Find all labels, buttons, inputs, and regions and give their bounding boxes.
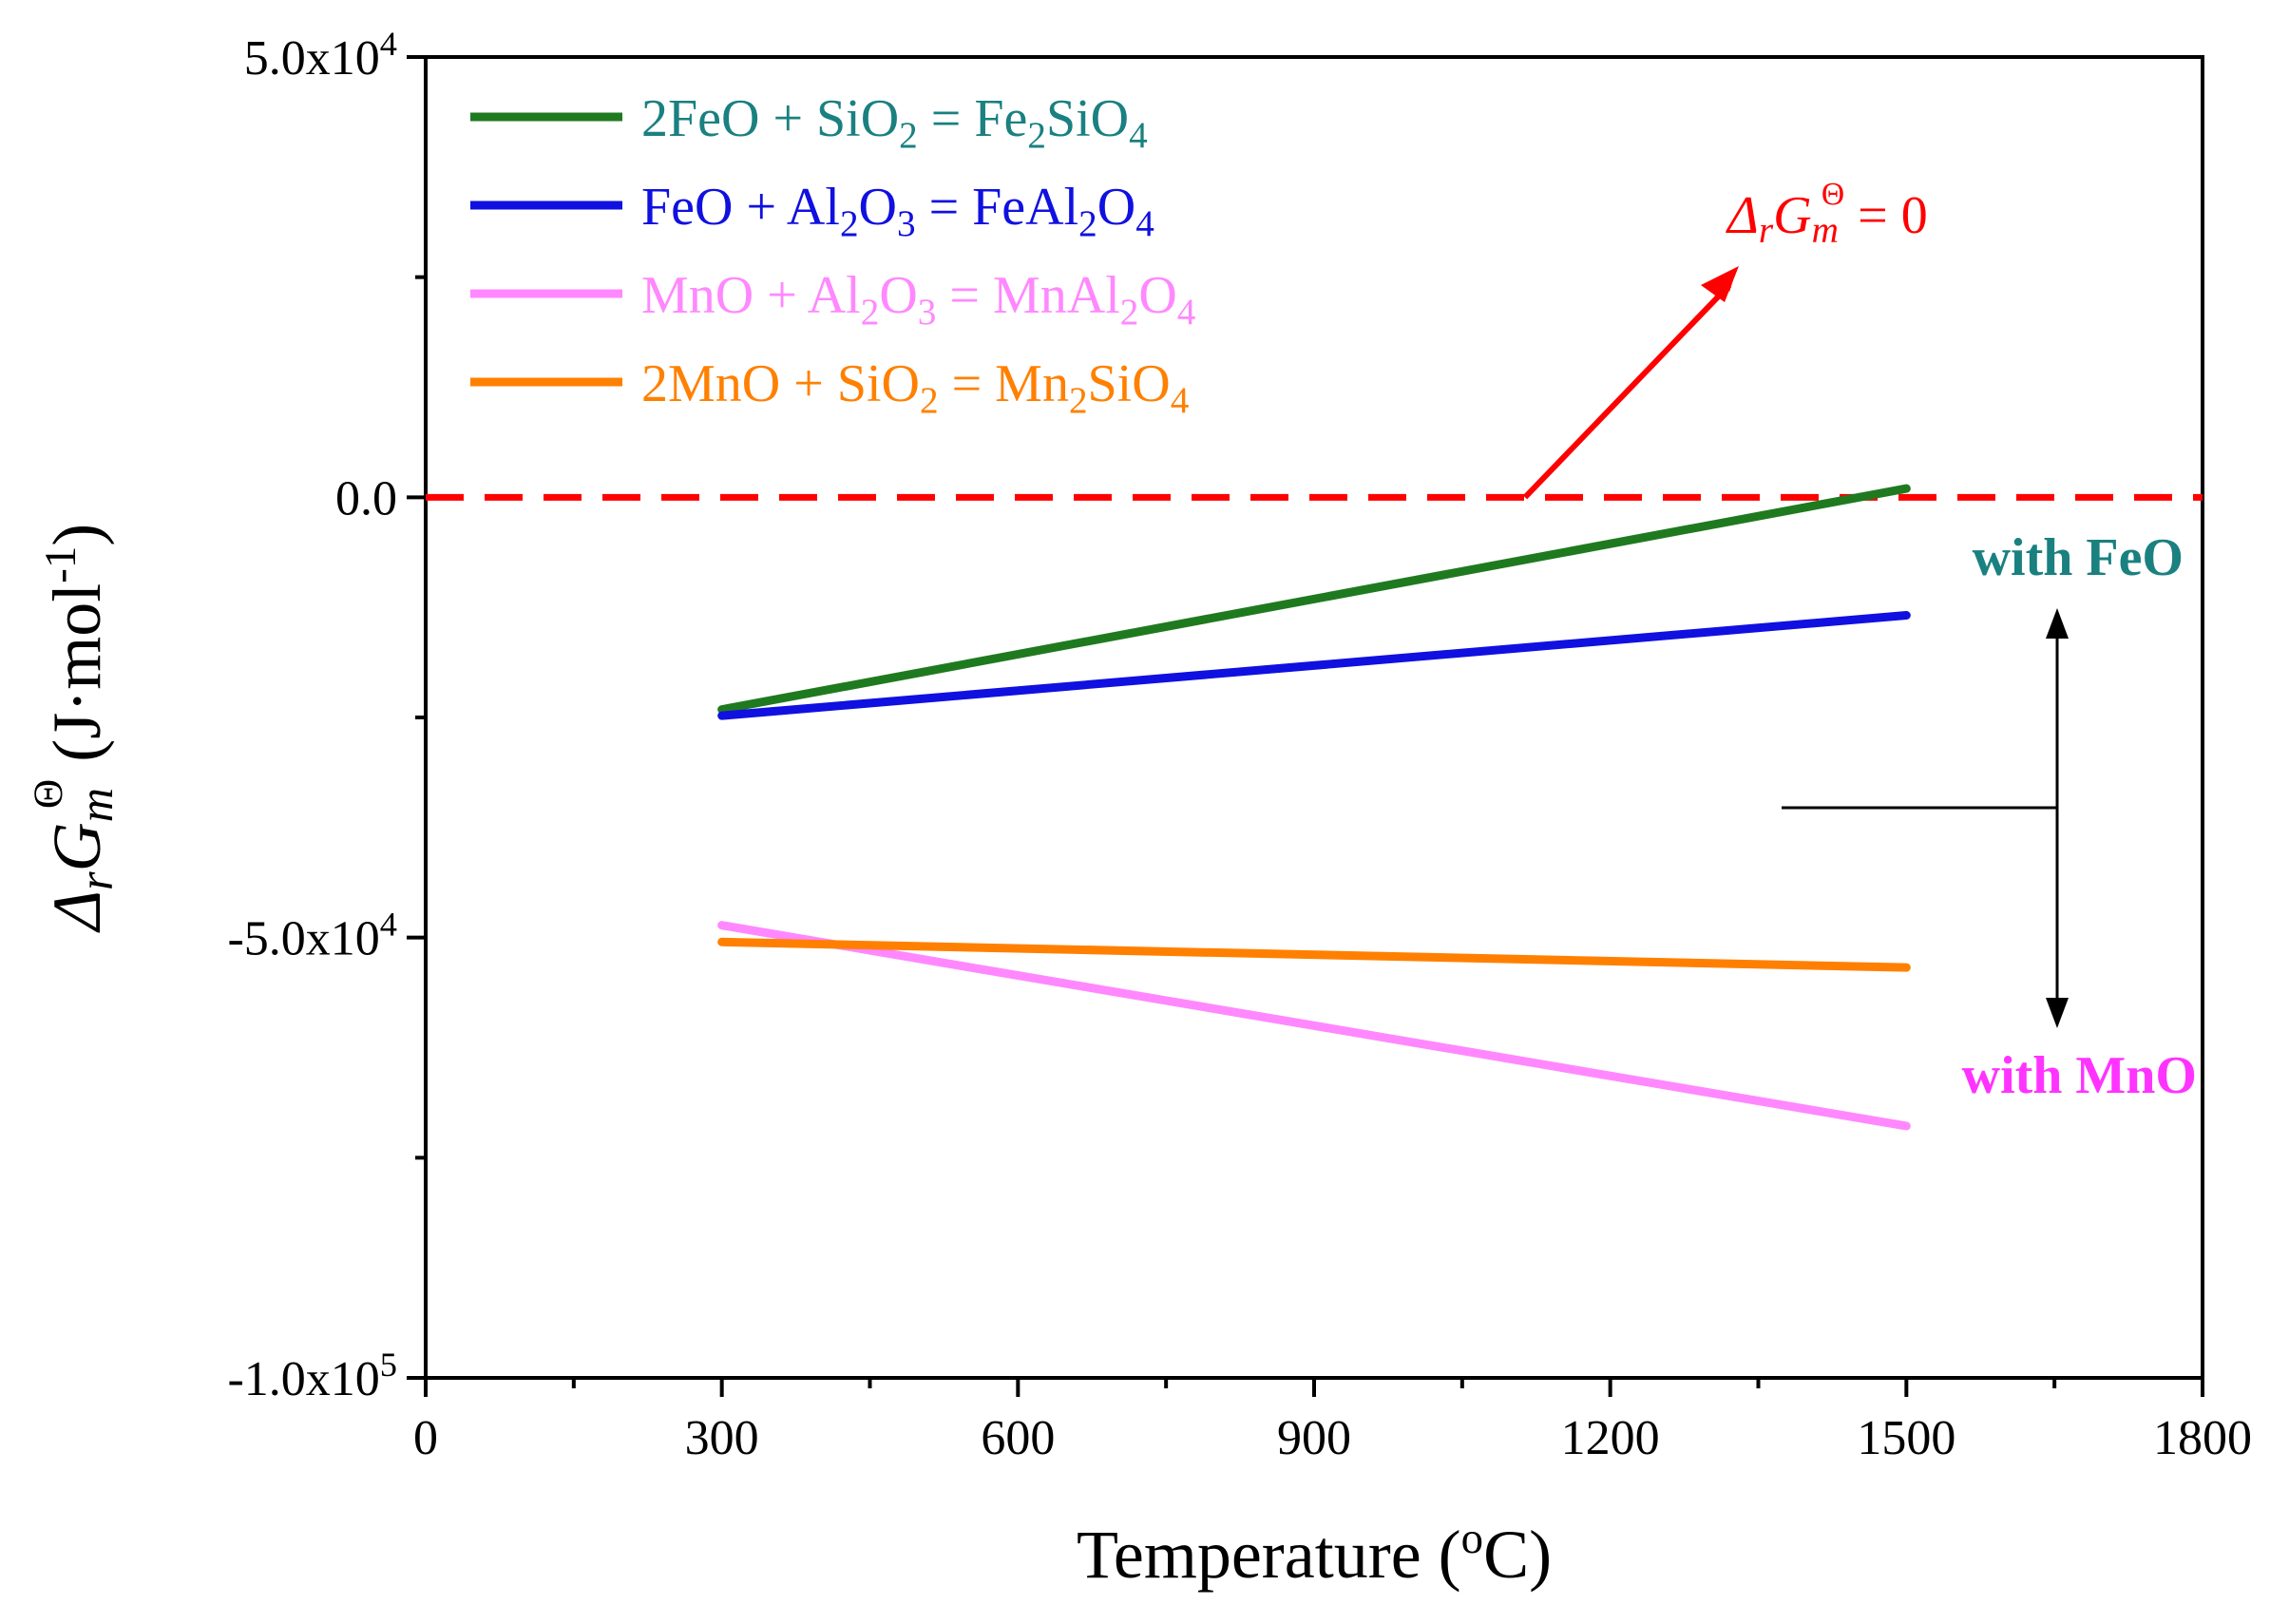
- x-tick-label: 600: [981, 1411, 1055, 1465]
- axes: 0 300 600 900 1200 1500 1800 5.0x104 0.0 -5.0x104…: [27, 25, 2252, 1593]
- y-tick-label: -1.0x105: [227, 1346, 397, 1406]
- legend-label-1: FeO + Al2O3 = FeAl2O4: [641, 178, 1154, 244]
- series-line-2: [717, 921, 1911, 1131]
- annotations: ΔrGmΘ = 0 with FeO with MnO: [1522, 177, 2197, 1105]
- y-tick-label: 5.0x104: [244, 25, 397, 86]
- legend-label-3: 2MnO + SiO2 = Mn2SiO4: [641, 354, 1189, 421]
- legend: 2FeO + SiO2 = Fe2SiO4 FeO + Al2O3 = FeAl2…: [470, 89, 1195, 421]
- series-line-1: [717, 611, 1911, 720]
- legend-label-2: MnO + Al2O3 = MnAl2O4: [641, 266, 1195, 333]
- plot-frame: [424, 55, 2204, 1380]
- zero-arrow-head: [1701, 266, 1739, 302]
- x-tick-label: 1200: [1561, 1411, 1660, 1465]
- series-group: [717, 484, 1911, 1131]
- legend-label-0: 2FeO + SiO2 = Fe2SiO4: [641, 89, 1148, 156]
- zero-arrow: [1522, 281, 1733, 500]
- zero-line-label: ΔrGmΘ = 0: [1726, 177, 1928, 251]
- x-tick-label: 1800: [2153, 1411, 2252, 1465]
- x-tick-label: 900: [1277, 1411, 1351, 1465]
- range-arrow-head-up: [2046, 608, 2069, 639]
- x-tick-label: 300: [685, 1411, 759, 1465]
- x-tick-label: 1500: [1857, 1411, 1955, 1465]
- with-mno-label: with MnO: [1962, 1046, 2197, 1105]
- y-tick-label: 0.0: [335, 471, 397, 525]
- series-line-3: [717, 937, 1911, 972]
- series-line-0: [717, 484, 1911, 715]
- range-arrow-head-down: [2046, 998, 2069, 1028]
- x-axis-title: Temperature (oC): [1077, 1514, 1552, 1593]
- y-tick-label: -5.0x104: [227, 906, 397, 966]
- y-axis-title: ΔrGmΘ (J·mol-1): [27, 524, 123, 933]
- x-tick-label: 0: [413, 1411, 438, 1465]
- with-feo-label: with FeO: [1973, 528, 2184, 587]
